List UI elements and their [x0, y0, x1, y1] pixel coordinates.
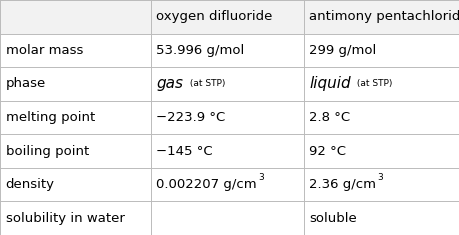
Text: gas: gas — [156, 76, 183, 91]
Text: soluble: soluble — [308, 212, 356, 225]
Text: 53.996 g/mol: 53.996 g/mol — [156, 44, 244, 57]
Text: (at STP): (at STP) — [187, 79, 225, 88]
Text: 3: 3 — [377, 173, 382, 182]
Text: boiling point: boiling point — [6, 145, 89, 158]
Text: 299 g/mol: 299 g/mol — [308, 44, 375, 57]
Text: 2.8 °C: 2.8 °C — [308, 111, 349, 124]
Text: 0.002207 g/cm: 0.002207 g/cm — [156, 178, 257, 191]
Text: solubility in water: solubility in water — [6, 212, 124, 225]
Text: 2.36 g/cm: 2.36 g/cm — [308, 178, 375, 191]
Text: phase: phase — [6, 77, 46, 90]
Text: 92 °C: 92 °C — [308, 145, 345, 158]
Text: density: density — [6, 178, 55, 191]
Text: antimony pentachloride: antimony pentachloride — [308, 10, 459, 23]
Text: liquid: liquid — [308, 76, 350, 91]
Text: melting point: melting point — [6, 111, 95, 124]
Text: −223.9 °C: −223.9 °C — [156, 111, 225, 124]
Text: oxygen difluoride: oxygen difluoride — [156, 10, 272, 23]
Bar — [0, 0, 459, 34]
Text: molar mass: molar mass — [6, 44, 83, 57]
Text: −145 °C: −145 °C — [156, 145, 213, 158]
Text: (at STP): (at STP) — [353, 79, 392, 88]
Text: 3: 3 — [258, 173, 263, 182]
